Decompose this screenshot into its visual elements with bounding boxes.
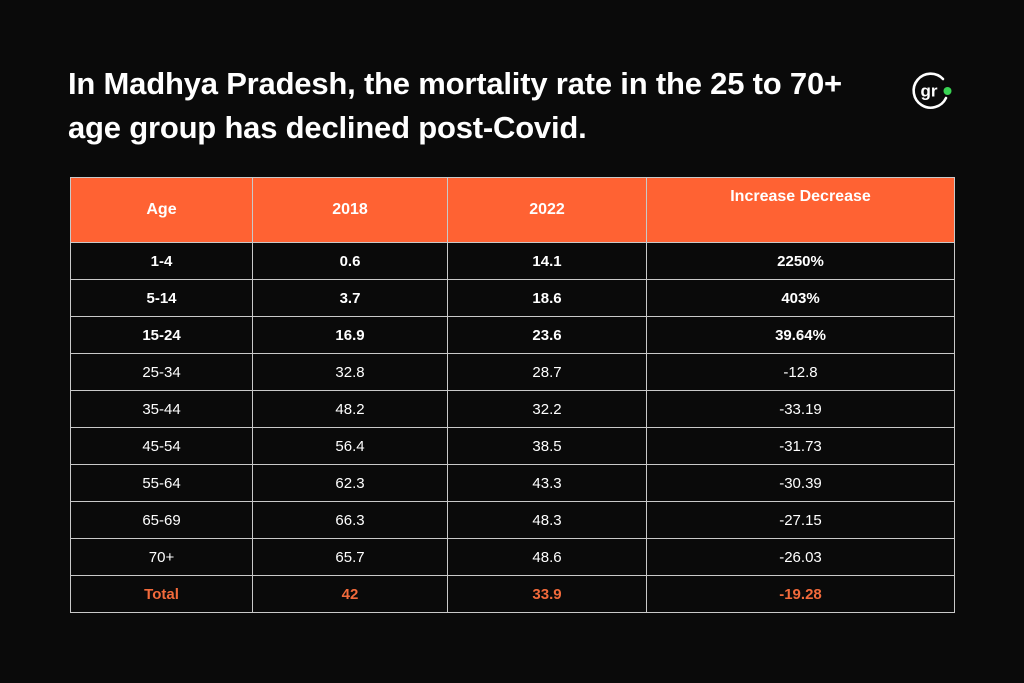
total-value-2018: 42: [252, 575, 448, 613]
cell-value-2022: 48.6: [447, 538, 647, 576]
cell-value-2018: 16.9: [252, 316, 448, 354]
cell-value-2018: 3.7: [252, 279, 448, 317]
table-row: 45-54 56.4 38.5 -31.73: [70, 427, 955, 465]
header-age: Age: [70, 177, 253, 243]
cell-value-2018: 66.3: [252, 501, 448, 539]
cell-age: 70+: [70, 538, 253, 576]
header-row: Age 2018 2022 Increase Decrease: [70, 177, 955, 243]
table-row: 25-34 32.8 28.7 -12.8: [70, 353, 955, 391]
cell-value-2022: 14.1: [447, 242, 647, 280]
logo-dot: [943, 87, 952, 95]
cell-age: 65-69: [70, 501, 253, 539]
header-2018: 2018: [252, 177, 448, 243]
total-change: -19.28: [646, 575, 955, 613]
gr-logo-icon: gr: [912, 72, 952, 109]
cell-age: 55-64: [70, 464, 253, 502]
table-row: 1-4 0.6 14.1 2250%: [70, 242, 955, 280]
cell-change: -30.39: [646, 464, 955, 502]
cell-value-2018: 65.7: [252, 538, 448, 576]
cell-value-2022: 48.3: [447, 501, 647, 539]
table-row: 15-24 16.9 23.6 39.64%: [70, 316, 955, 354]
cell-value-2022: 23.6: [447, 316, 647, 354]
cell-value-2022: 28.7: [447, 353, 647, 391]
table-row: 5-14 3.7 18.6 403%: [70, 279, 955, 317]
chart-title: In Madhya Pradesh, the mortality rate in…: [68, 66, 842, 145]
cell-change: 403%: [646, 279, 955, 317]
cell-age: 15-24: [70, 316, 253, 354]
cell-change: 2250%: [646, 242, 955, 280]
cell-age: 1-4: [70, 242, 253, 280]
cell-change: -31.73: [646, 427, 955, 465]
header-2022: 2022: [447, 177, 647, 243]
cell-change: 39.64%: [646, 316, 955, 354]
table-body: 1-4 0.6 14.1 2250% 5-14 3.7 18.6 403% 15-24 16.9 2…: [70, 242, 955, 613]
total-age: Total: [70, 575, 253, 613]
cell-value-2022: 43.3: [447, 464, 647, 502]
cell-change: -33.19: [646, 390, 955, 428]
mortality-table: Age 2018 2022 Increase Decrease 1-4 0.6 14…: [70, 177, 955, 613]
table-row: 70+ 65.7 48.6 -26.03: [70, 538, 955, 576]
table-row: 55-64 62.3 43.3 -30.39: [70, 464, 955, 502]
cell-change: -12.8: [646, 353, 955, 391]
cell-age: 25-34: [70, 353, 253, 391]
table-row: 35-44 48.2 32.2 -33.19: [70, 390, 955, 428]
cell-value-2018: 62.3: [252, 464, 448, 502]
cell-age: 45-54: [70, 427, 253, 465]
cell-value-2018: 56.4: [252, 427, 448, 465]
cell-value-2018: 0.6: [252, 242, 448, 280]
total-row: Total 42 33.9 -19.28: [70, 575, 955, 613]
cell-change: -26.03: [646, 538, 955, 576]
cell-change: -27.15: [646, 501, 955, 539]
cell-age: 5-14: [70, 279, 253, 317]
cell-value-2018: 48.2: [252, 390, 448, 428]
table-row: 65-69 66.3 48.3 -27.15: [70, 501, 955, 539]
cell-value-2022: 38.5: [447, 427, 647, 465]
cell-value-2022: 32.2: [447, 390, 647, 428]
header-change: Increase Decrease: [646, 177, 955, 243]
total-value-2022: 33.9: [447, 575, 647, 613]
cell-value-2022: 18.6: [447, 279, 647, 317]
cell-value-2018: 32.8: [252, 353, 448, 391]
cell-age: 35-44: [70, 390, 253, 428]
logo-text: gr: [921, 82, 938, 101]
